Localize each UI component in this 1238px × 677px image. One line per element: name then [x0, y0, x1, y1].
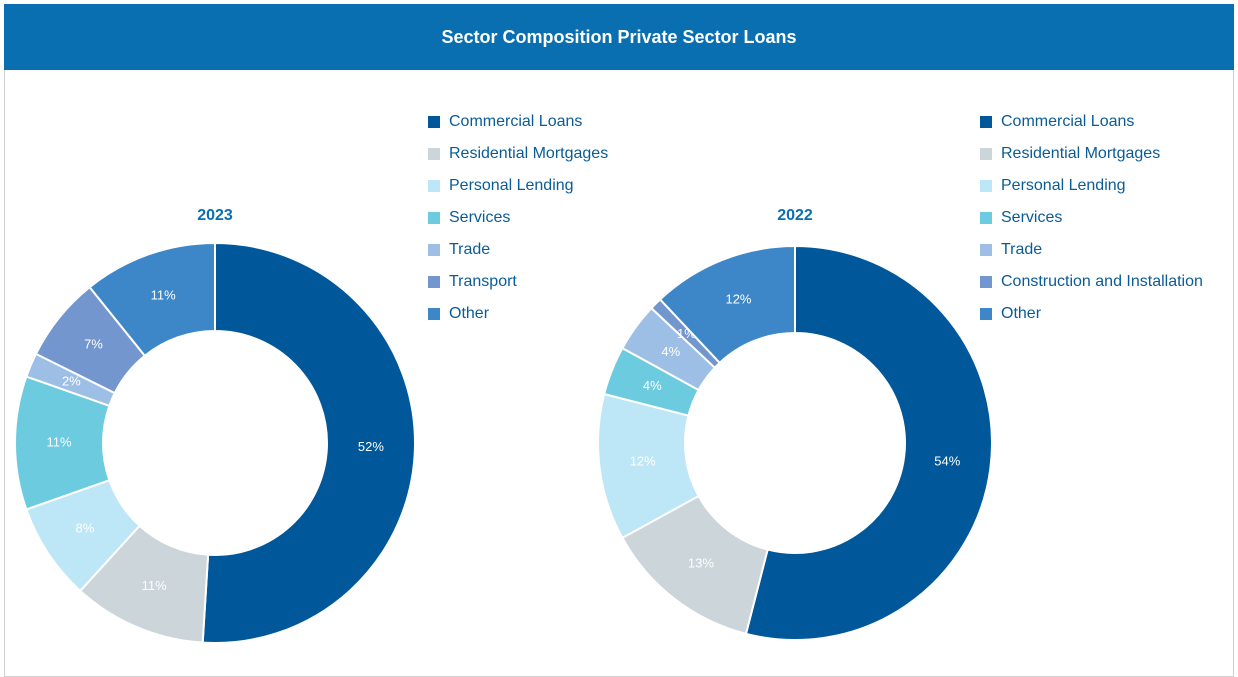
legend-swatch	[428, 180, 440, 192]
chart-title: Sector Composition Private Sector Loans	[441, 27, 796, 47]
donut-slice	[88, 241, 216, 358]
donut-title: 2023	[197, 207, 233, 224]
donut-slice	[201, 241, 416, 644]
legend-label: Other	[449, 305, 490, 322]
data-label: 11%	[46, 434, 71, 449]
legend-label: Commercial Loans	[1001, 113, 1134, 130]
data-label: 8%	[76, 521, 95, 536]
data-label: 13%	[688, 556, 714, 571]
data-label: 11%	[151, 287, 176, 302]
legend-label: Transport	[449, 273, 517, 290]
legend-swatch	[980, 244, 992, 256]
legend-swatch	[980, 276, 992, 288]
data-label: 54%	[934, 454, 960, 469]
legend-label: Trade	[449, 241, 490, 258]
legend-label: Personal Lending	[449, 177, 574, 194]
legend-swatch	[428, 212, 440, 224]
legend-label: Services	[1001, 209, 1062, 226]
legend-swatch	[428, 276, 440, 288]
legend-label: Trade	[1001, 241, 1042, 258]
legend-swatch	[428, 244, 440, 256]
legend-label: Commercial Loans	[449, 113, 582, 130]
legend-swatch	[428, 116, 440, 128]
legend-label: Services	[449, 209, 510, 226]
data-label: 7%	[84, 337, 103, 352]
legend-swatch	[980, 148, 992, 160]
legend-swatch	[980, 212, 992, 224]
data-label: 2%	[62, 374, 81, 389]
data-label: 52%	[358, 439, 384, 454]
donut-slice	[744, 244, 993, 641]
data-label: 12%	[630, 454, 656, 469]
legend-swatch	[980, 116, 992, 128]
data-label: 12%	[725, 292, 751, 307]
data-label: 4%	[643, 378, 662, 393]
legend-label: Residential Mortgages	[449, 145, 608, 162]
legend-swatch	[428, 308, 440, 320]
legend-label: Other	[1001, 305, 1042, 322]
legend-swatch	[980, 308, 992, 320]
data-label: 11%	[142, 578, 167, 593]
legend-swatch	[980, 180, 992, 192]
legend-swatch	[428, 148, 440, 160]
donut-title: 2022	[777, 207, 813, 224]
legend-label: Construction and Installation	[1001, 273, 1203, 290]
header-bar	[4, 4, 1234, 70]
data-label: 4%	[661, 344, 680, 359]
legend-label: Personal Lending	[1001, 177, 1126, 194]
donut-slice	[658, 244, 796, 365]
legend-label: Residential Mortgages	[1001, 145, 1160, 162]
